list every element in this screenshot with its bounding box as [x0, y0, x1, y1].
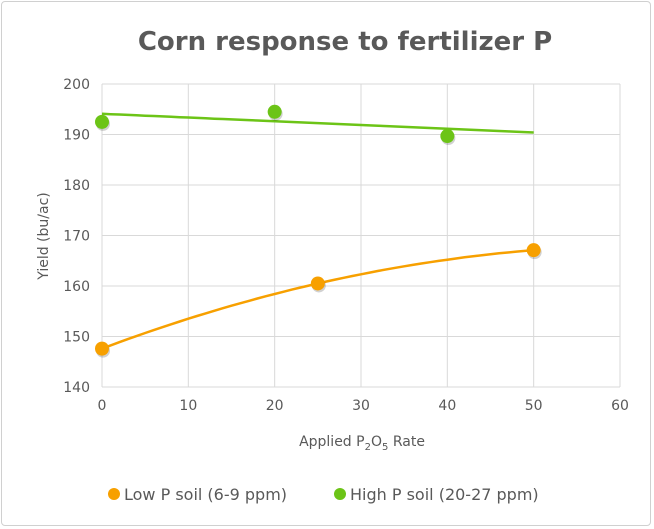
data-point-high-p [95, 114, 109, 129]
trendline-low-p [101, 248, 534, 350]
legend-label-high-p: High P soil (20-27 ppm) [350, 485, 539, 504]
x-tick-label: 0 [98, 398, 107, 414]
x-tick-label: 30 [352, 398, 370, 414]
x-tick-label: 10 [179, 398, 197, 414]
legend: Low P soil (6-9 ppm) High P soil (20-27 … [108, 485, 539, 504]
y-axis-label: Yield (bu/ac) [36, 192, 52, 280]
x-tick-label: 40 [438, 398, 456, 414]
x-tick-label: 50 [525, 398, 543, 414]
chart-title: Corn response to fertilizer P [138, 27, 552, 57]
x-axis-label: Applied P2O5 Rate [299, 434, 425, 453]
data-point-high-p [267, 104, 282, 119]
trendline-high-p [101, 112, 534, 134]
y-tick-label: 150 [63, 330, 90, 346]
y-tick-label: 180 [63, 178, 90, 194]
data-point-high-p [440, 129, 455, 144]
y-tick-label: 200 [63, 77, 90, 93]
x-tick-label: 20 [266, 398, 284, 414]
data-point-low-p [95, 341, 109, 356]
legend-marker-low-p [108, 488, 120, 500]
y-tick-label: 160 [63, 279, 90, 295]
y-tick-label: 170 [63, 229, 90, 245]
y-tick-label: 190 [63, 128, 90, 144]
data-point-low-p [526, 243, 541, 258]
data-point-low-p [310, 276, 325, 291]
y-tick-label: 140 [63, 380, 90, 396]
legend-label-low-p: Low P soil (6-9 ppm) [124, 485, 287, 504]
x-tick-label: 60 [611, 398, 629, 414]
legend-marker-high-p [334, 488, 346, 500]
